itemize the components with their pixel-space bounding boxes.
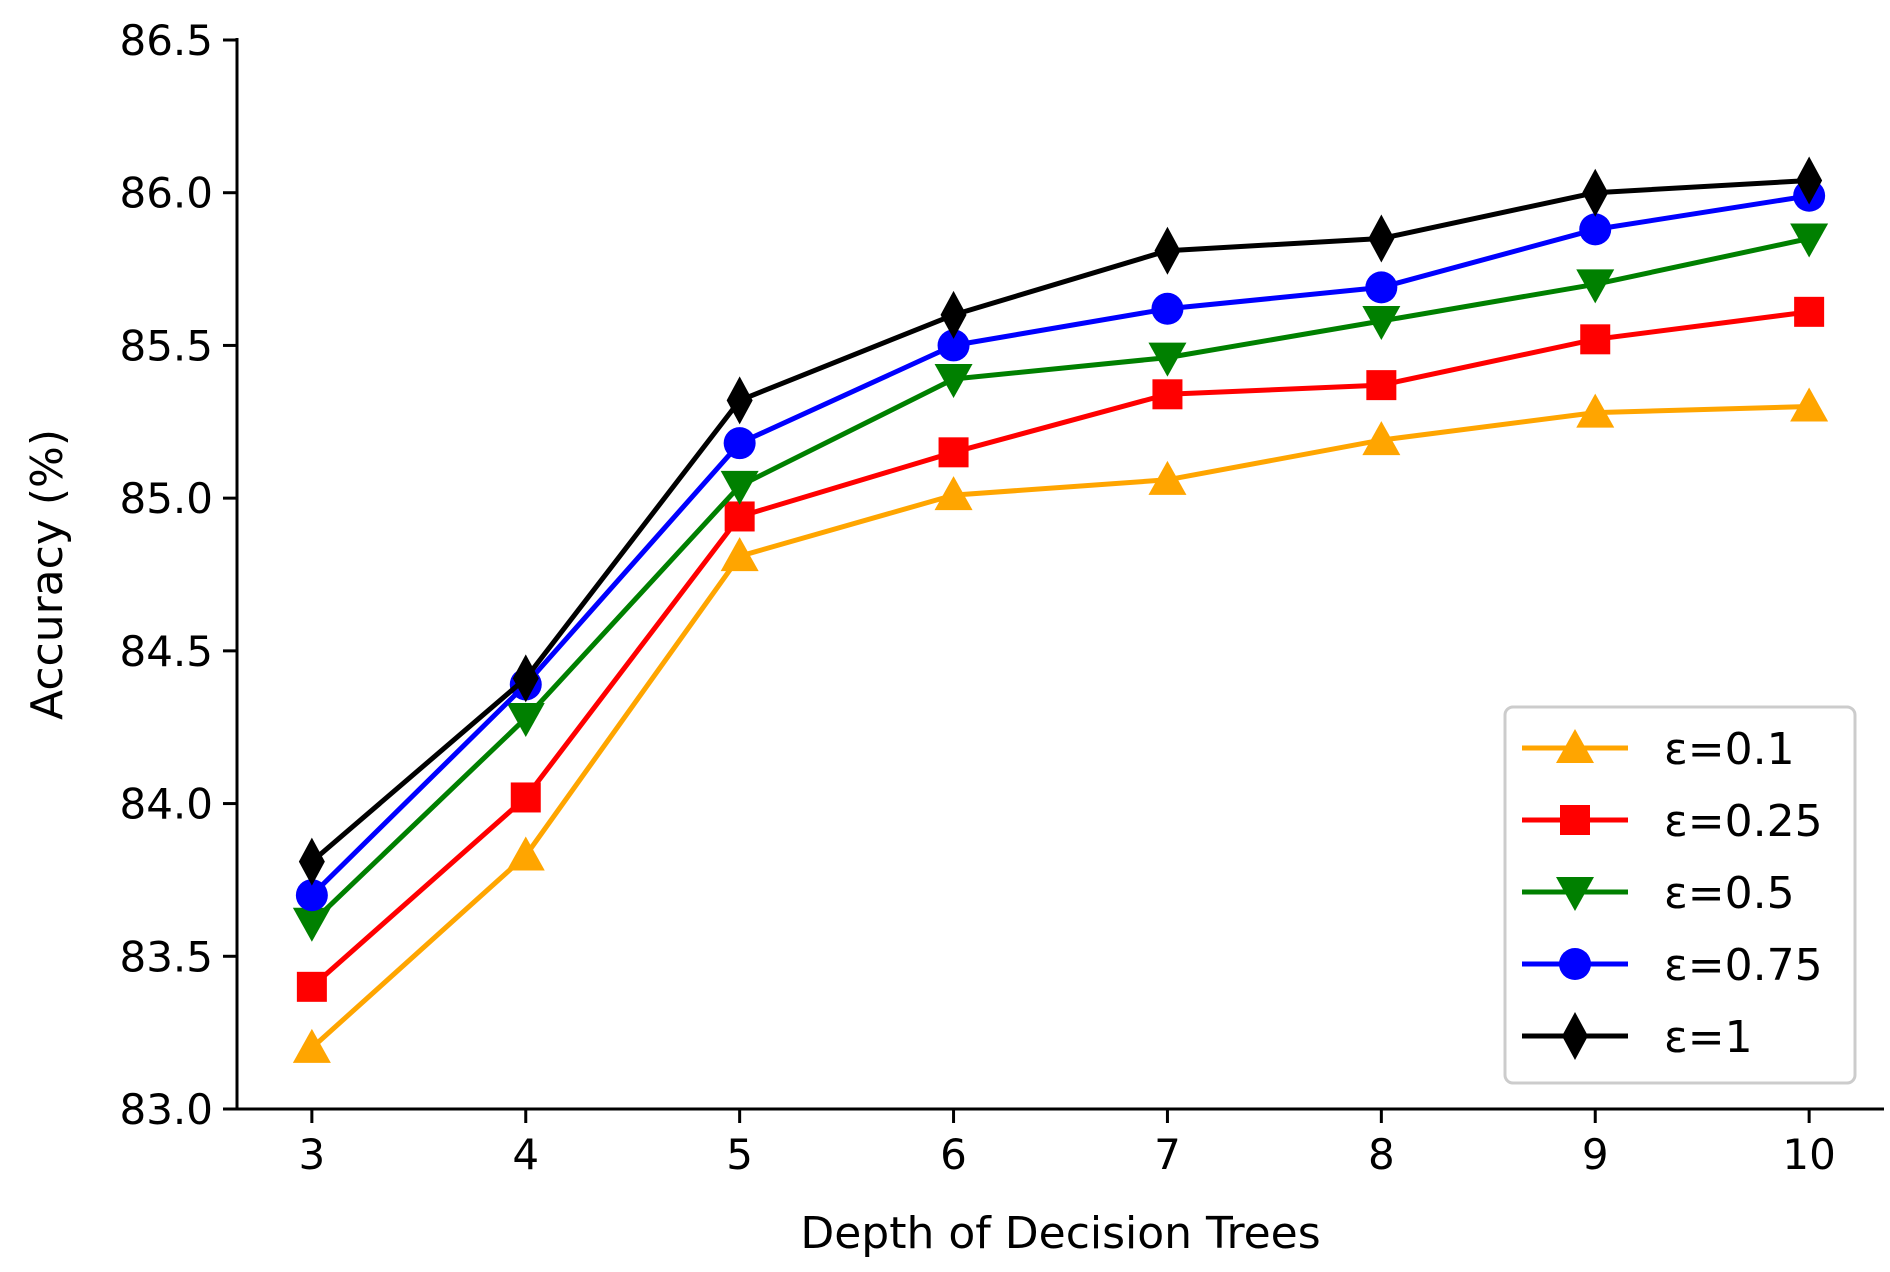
series-line <box>310 404 1810 1050</box>
series-layer <box>292 156 1829 1063</box>
x-tick-label: 6 <box>940 1130 967 1179</box>
x-tick-label: 3 <box>298 1130 325 1179</box>
data-point <box>510 782 541 813</box>
x-tick-label: 10 <box>1782 1130 1835 1179</box>
data-point <box>1790 387 1829 422</box>
data-point <box>1368 214 1395 263</box>
legend-entry: ε=0.75 <box>1522 940 1823 991</box>
legend-marker <box>1556 877 1594 911</box>
x-axis-title: Depth of Decision Trees <box>800 1208 1320 1259</box>
x-tick-label: 5 <box>726 1130 753 1179</box>
legend-label: ε=1 <box>1664 1012 1753 1063</box>
series-line <box>310 193 1810 897</box>
legend-label: ε=0.1 <box>1664 724 1795 775</box>
data-point <box>726 376 753 425</box>
data-point <box>1576 393 1615 428</box>
data-point <box>723 427 756 460</box>
series-line <box>310 309 1810 989</box>
data-point <box>1796 156 1823 205</box>
y-tick-label: 84.5 <box>119 627 213 676</box>
data-point <box>938 437 969 468</box>
data-point <box>1580 324 1611 355</box>
data-point <box>292 907 331 942</box>
legend-entry: ε=1 <box>1522 1012 1753 1063</box>
legend-label: ε=0.75 <box>1664 940 1823 991</box>
legend-marker <box>1559 948 1591 980</box>
series-1 <box>292 387 1829 1063</box>
legend-frame <box>1503 705 1857 1085</box>
y-tick-label: 83.0 <box>119 1085 213 1134</box>
data-point <box>1582 168 1609 217</box>
x-tick-label: 7 <box>1154 1130 1181 1179</box>
legend-marker <box>1560 805 1590 835</box>
data-point <box>937 329 970 362</box>
series-5 <box>298 156 1823 886</box>
data-point <box>1576 269 1615 304</box>
legend-entry: ε=0.5 <box>1522 868 1795 919</box>
data-point <box>295 879 328 912</box>
y-tick-label: 85.0 <box>119 474 213 523</box>
data-point <box>506 703 545 738</box>
data-point <box>1790 223 1829 258</box>
data-point <box>1152 379 1183 410</box>
x-tick-label: 8 <box>1368 1130 1395 1179</box>
data-point <box>1151 292 1184 325</box>
series-3 <box>292 223 1829 942</box>
data-point <box>292 1028 331 1063</box>
data-point <box>1365 271 1398 304</box>
x-tick-label: 4 <box>512 1130 539 1179</box>
y-axis-title: Accuracy (%) <box>22 429 73 720</box>
data-point <box>1154 226 1181 275</box>
y-tick-label: 85.5 <box>119 321 213 370</box>
legend-entry: ε=0.25 <box>1522 796 1823 847</box>
y-tick-label: 86.0 <box>119 169 213 218</box>
legend-marker <box>1562 1012 1588 1060</box>
series-line <box>310 236 1810 925</box>
series-line <box>310 178 1810 864</box>
legend-label: ε=0.5 <box>1664 868 1795 919</box>
data-point <box>1362 305 1401 340</box>
data-point <box>1362 421 1401 456</box>
data-point <box>1794 296 1825 327</box>
data-point <box>1366 370 1397 401</box>
x-tick-label: 9 <box>1582 1130 1609 1179</box>
y-tick-label: 86.5 <box>119 16 213 65</box>
data-point <box>724 501 755 532</box>
data-point <box>1148 342 1187 377</box>
data-point <box>720 537 759 572</box>
legend-marker <box>1556 729 1594 763</box>
data-point <box>1148 460 1187 495</box>
data-point <box>720 470 759 505</box>
legend-entry: ε=0.1 <box>1522 724 1795 775</box>
data-point <box>298 837 325 886</box>
data-point <box>506 836 545 871</box>
data-point <box>940 290 967 339</box>
data-point <box>296 971 327 1002</box>
y-tick-label: 83.5 <box>119 932 213 981</box>
axes: 3 4 5 6 7 8 9 10 83.0 83.5 84.0 84.5 85.0 85.5 86.0 86.… <box>119 16 1884 1179</box>
legend: ε=0.1 ε=0.25 ε=0.5 ε=0.75 ε=1 <box>1503 705 1857 1085</box>
data-point <box>512 654 539 703</box>
data-point <box>934 364 973 399</box>
data-point <box>934 476 973 511</box>
legend-label: ε=0.25 <box>1664 796 1823 847</box>
series-2 <box>296 296 1825 1002</box>
data-point <box>1579 213 1612 246</box>
y-tick-label: 84.0 <box>119 780 213 829</box>
